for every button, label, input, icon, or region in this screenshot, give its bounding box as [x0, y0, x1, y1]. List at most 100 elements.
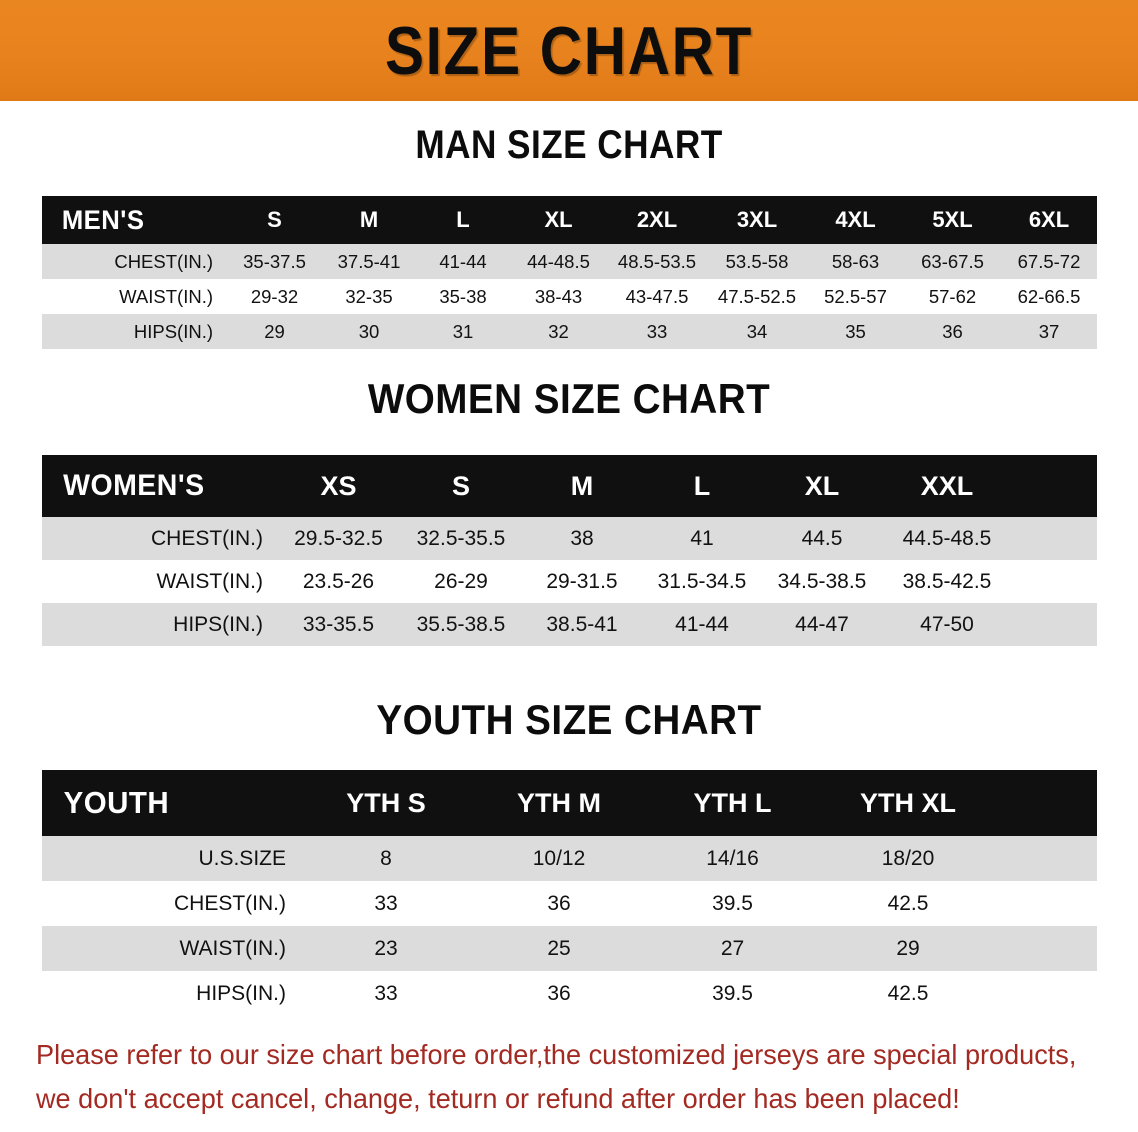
table-cell: 39.5: [646, 971, 819, 1016]
table-cell: [997, 836, 1097, 881]
youth-size-table: YOUTH YTH S YTH M YTH L YTH XL U.S.SIZE …: [42, 770, 1097, 1016]
table-cell: 32-35: [322, 279, 416, 314]
table-cell: [997, 971, 1097, 1016]
table-cell: 25: [472, 926, 646, 971]
table-cell: 38-43: [510, 279, 607, 314]
youth-row-label-us-size: U.S.SIZE: [42, 836, 300, 881]
table-cell: 35-37.5: [227, 244, 322, 279]
table-cell: 34.5-38.5: [762, 560, 882, 603]
table-cell: 57-62: [904, 279, 1001, 314]
table-cell: 36: [904, 314, 1001, 349]
table-cell: 26-29: [400, 560, 522, 603]
table-cell: 23: [300, 926, 472, 971]
table-cell: 32: [510, 314, 607, 349]
table-cell: 41-44: [416, 244, 510, 279]
table-cell: 35.5-38.5: [400, 603, 522, 646]
youth-row-label-waist: WAIST(IN.): [42, 926, 300, 971]
men-header-xl: XL: [544, 207, 573, 232]
women-size-table: WOMEN'S XS S M L XL XXL CHEST(IN.) 29.5-…: [42, 455, 1097, 646]
table-cell: 41: [642, 517, 762, 560]
women-header-xl: XL: [804, 470, 840, 501]
women-row-label-waist: WAIST(IN.): [42, 560, 277, 603]
men-header-row: MEN'S S M L XL 2XL 3XL 4XL 5XL 6XL: [42, 196, 1097, 244]
table-cell: [1012, 560, 1097, 603]
men-header-2xl: 2XL: [636, 207, 678, 232]
women-header-xs: XS: [320, 470, 357, 501]
table-row: CHEST(IN.) 29.5-32.5 32.5-35.5 38 41 44.…: [42, 517, 1097, 560]
women-header-l: L: [693, 470, 711, 501]
table-cell: 42.5: [819, 881, 997, 926]
table-cell: 67.5-72: [1001, 244, 1097, 279]
table-cell: 31.5-34.5: [642, 560, 762, 603]
youth-header-l: YTH L: [693, 787, 772, 818]
women-header-s: S: [451, 470, 470, 501]
table-cell: 44-47: [762, 603, 882, 646]
table-cell: 36: [472, 881, 646, 926]
men-header-label: MEN'S: [61, 204, 145, 235]
youth-header-label: YOUTH: [63, 785, 170, 820]
men-header-5xl: 5XL: [932, 207, 973, 232]
table-cell: 38.5-42.5: [882, 560, 1012, 603]
table-cell: 30: [322, 314, 416, 349]
table-cell: 62-66.5: [1001, 279, 1097, 314]
disclaimer-line-2: we don't accept cancel, change, teturn o…: [36, 1083, 960, 1114]
men-size-table: MEN'S S M L XL 2XL 3XL 4XL 5XL 6XL CHEST…: [42, 196, 1097, 349]
table-cell: 58-63: [807, 244, 904, 279]
table-cell: [1012, 517, 1097, 560]
table-cell: 37.5-41: [322, 244, 416, 279]
table-row: CHEST(IN.) 35-37.5 37.5-41 41-44 44-48.5…: [42, 244, 1097, 279]
youth-header-s: YTH S: [346, 787, 426, 818]
page-banner: SIZE CHART: [0, 0, 1138, 101]
youth-header-row: YOUTH YTH S YTH M YTH L YTH XL: [42, 770, 1097, 836]
men-header-s: S: [267, 207, 282, 232]
youth-row-label-hips: HIPS(IN.): [42, 971, 300, 1016]
table-cell: 32.5-35.5: [400, 517, 522, 560]
youth-section-title: YOUTH SIZE CHART: [376, 696, 762, 743]
table-cell: 34: [707, 314, 807, 349]
table-cell: 10/12: [472, 836, 646, 881]
women-header-label: WOMEN'S: [63, 469, 205, 502]
table-cell: 38: [522, 517, 642, 560]
men-section-title: MAN SIZE CHART: [415, 123, 723, 167]
women-row-label-hips: HIPS(IN.): [42, 603, 277, 646]
table-row: WAIST(IN.) 29-32 32-35 35-38 38-43 43-47…: [42, 279, 1097, 314]
table-cell: 29-32: [227, 279, 322, 314]
men-row-label-waist: WAIST(IN.): [42, 279, 227, 314]
table-cell: 31: [416, 314, 510, 349]
table-row: HIPS(IN.) 33-35.5 35.5-38.5 38.5-41 41-4…: [42, 603, 1097, 646]
table-row: WAIST(IN.) 23 25 27 29: [42, 926, 1097, 971]
table-cell: 41-44: [642, 603, 762, 646]
table-row: U.S.SIZE 8 10/12 14/16 18/20: [42, 836, 1097, 881]
table-cell: [997, 881, 1097, 926]
table-cell: 23.5-26: [277, 560, 400, 603]
table-cell: 33: [300, 881, 472, 926]
table-cell: 29: [819, 926, 997, 971]
youth-header-spacer: [997, 770, 1097, 836]
table-cell: 47-50: [882, 603, 1012, 646]
banner-title: SIZE CHART: [384, 12, 754, 89]
table-cell: 29-31.5: [522, 560, 642, 603]
table-cell: 33: [607, 314, 707, 349]
men-header-l: L: [456, 207, 470, 232]
disclaimer-line-1: Please refer to our size chart before or…: [36, 1039, 1077, 1070]
table-cell: 33-35.5: [277, 603, 400, 646]
disclaimer-text: Please refer to our size chart before or…: [36, 1033, 1086, 1121]
table-row: HIPS(IN.) 33 36 39.5 42.5: [42, 971, 1097, 1016]
youth-header-m: YTH M: [517, 787, 601, 818]
table-cell: 37: [1001, 314, 1097, 349]
table-cell: 29.5-32.5: [277, 517, 400, 560]
table-cell: 29: [227, 314, 322, 349]
table-cell: 14/16: [646, 836, 819, 881]
table-cell: 47.5-52.5: [707, 279, 807, 314]
table-cell: 44-48.5: [510, 244, 607, 279]
table-cell: 63-67.5: [904, 244, 1001, 279]
women-header-row: WOMEN'S XS S M L XL XXL: [42, 455, 1097, 517]
men-header-m: M: [359, 207, 379, 232]
women-header-xxl: XXL: [920, 470, 974, 501]
men-header-6xl: 6XL: [1028, 207, 1070, 232]
table-cell: 43-47.5: [607, 279, 707, 314]
table-row: WAIST(IN.) 23.5-26 26-29 29-31.5 31.5-34…: [42, 560, 1097, 603]
table-row: HIPS(IN.) 29 30 31 32 33 34 35 36 37: [42, 314, 1097, 349]
table-cell: 44.5-48.5: [882, 517, 1012, 560]
